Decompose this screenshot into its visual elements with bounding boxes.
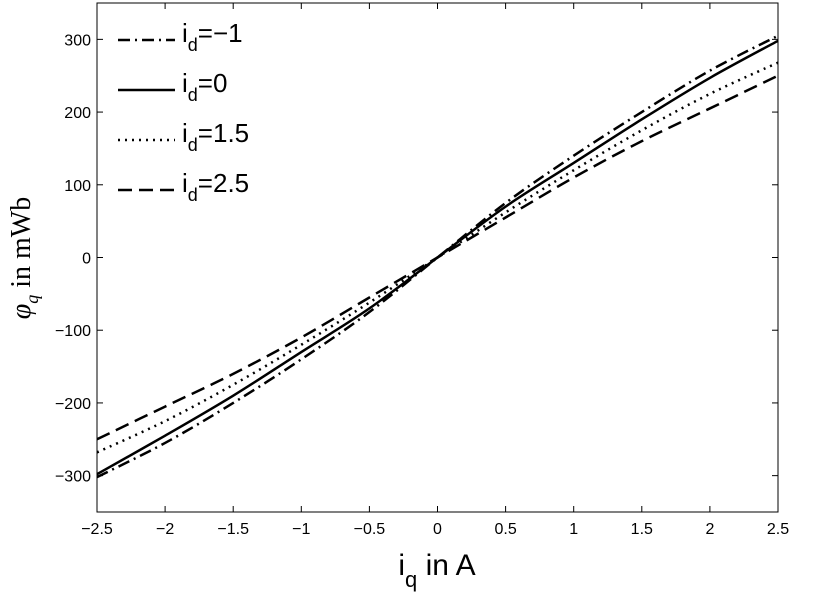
x-axis-label: iq in A (398, 549, 475, 592)
x-tick-label: −2.5 (81, 521, 113, 538)
ticks: −2.5 −2 −1.5 −1 −0.5 0 0.5 1 1.5 2 2.5 −300 −200 −100… (55, 3, 789, 538)
y-tick-label: 100 (64, 178, 91, 195)
y-axis-label: φq in mWb (6, 197, 42, 320)
series-line-0 (96, 34, 779, 479)
series-lines (96, 34, 779, 479)
x-tick-label: 2.5 (767, 521, 789, 538)
x-tick-label: 1 (569, 521, 578, 538)
x-tick-label: 0 (433, 521, 442, 538)
series-line-3 (96, 74, 779, 441)
x-tick-label: −2 (156, 521, 174, 538)
y-tick-label: 200 (64, 105, 91, 122)
legend-label: id=0 (182, 68, 227, 105)
x-tick-label: −1.5 (217, 521, 249, 538)
legend-label: id=1.5 (182, 118, 249, 155)
y-tick-label: −100 (55, 323, 91, 340)
x-tick-label: 0.5 (494, 521, 516, 538)
x-tick-label: −1 (292, 521, 310, 538)
x-tick-label: −0.5 (354, 521, 386, 538)
y-tick-label: 300 (64, 32, 91, 49)
y-tick-label: 0 (82, 251, 91, 268)
legend-label: id=2.5 (182, 168, 249, 205)
axis-labels: iq in A φq in mWb (6, 197, 476, 592)
y-tick-label: −300 (55, 469, 91, 486)
legend: id=−1 id=0 id=1.5 id=2.5 (118, 18, 249, 205)
legend-label: id=−1 (182, 18, 243, 55)
x-tick-label: 2 (705, 521, 714, 538)
x-tick-label: 1.5 (631, 521, 653, 538)
y-tick-label: −200 (55, 396, 91, 413)
